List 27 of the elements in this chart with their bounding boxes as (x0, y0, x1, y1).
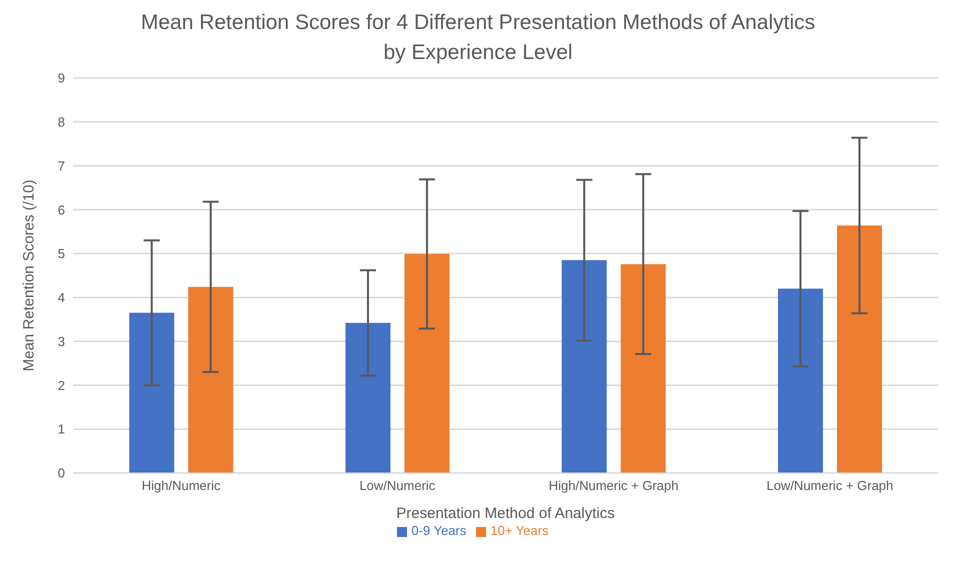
bar (404, 254, 450, 473)
y-tick-label: 9 (58, 70, 65, 86)
bar (345, 322, 390, 473)
y-tick-label: 5 (58, 246, 65, 262)
bar (620, 264, 666, 473)
y-axis-title: Mean Retention Scores (/10) (20, 180, 38, 372)
y-tick-label: 6 (58, 202, 65, 218)
legend-label: 0-9 Years (411, 523, 466, 538)
bar (836, 225, 882, 473)
y-tick-label: 2 (58, 378, 65, 393)
bar (562, 260, 607, 473)
x-tick-label: High/Numeric + Graph (548, 478, 678, 494)
y-tick-label: 0 (58, 466, 65, 481)
bar (188, 286, 234, 473)
chart-title: Mean Retention Scores for 4 Different Presentation Methods of Analytics by Experience Level (140, 10, 816, 66)
y-tick-label: 1 (58, 422, 65, 437)
y-tick-label: 4 (58, 290, 65, 306)
y-tick-label: 8 (58, 114, 65, 130)
x-tick-label: Low/Numeric + Graph (766, 478, 894, 494)
bar (778, 288, 823, 473)
x-tick-label: High/Numeric (142, 478, 221, 494)
y-tick-label: 3 (58, 334, 65, 349)
y-tick-label: 7 (58, 158, 65, 174)
bar (129, 312, 174, 473)
legend-label: 10+ Years (490, 523, 549, 538)
x-tick-label: Low/Numeric (359, 478, 436, 494)
x-axis-title: Presentation Method of Analytics (396, 505, 615, 522)
